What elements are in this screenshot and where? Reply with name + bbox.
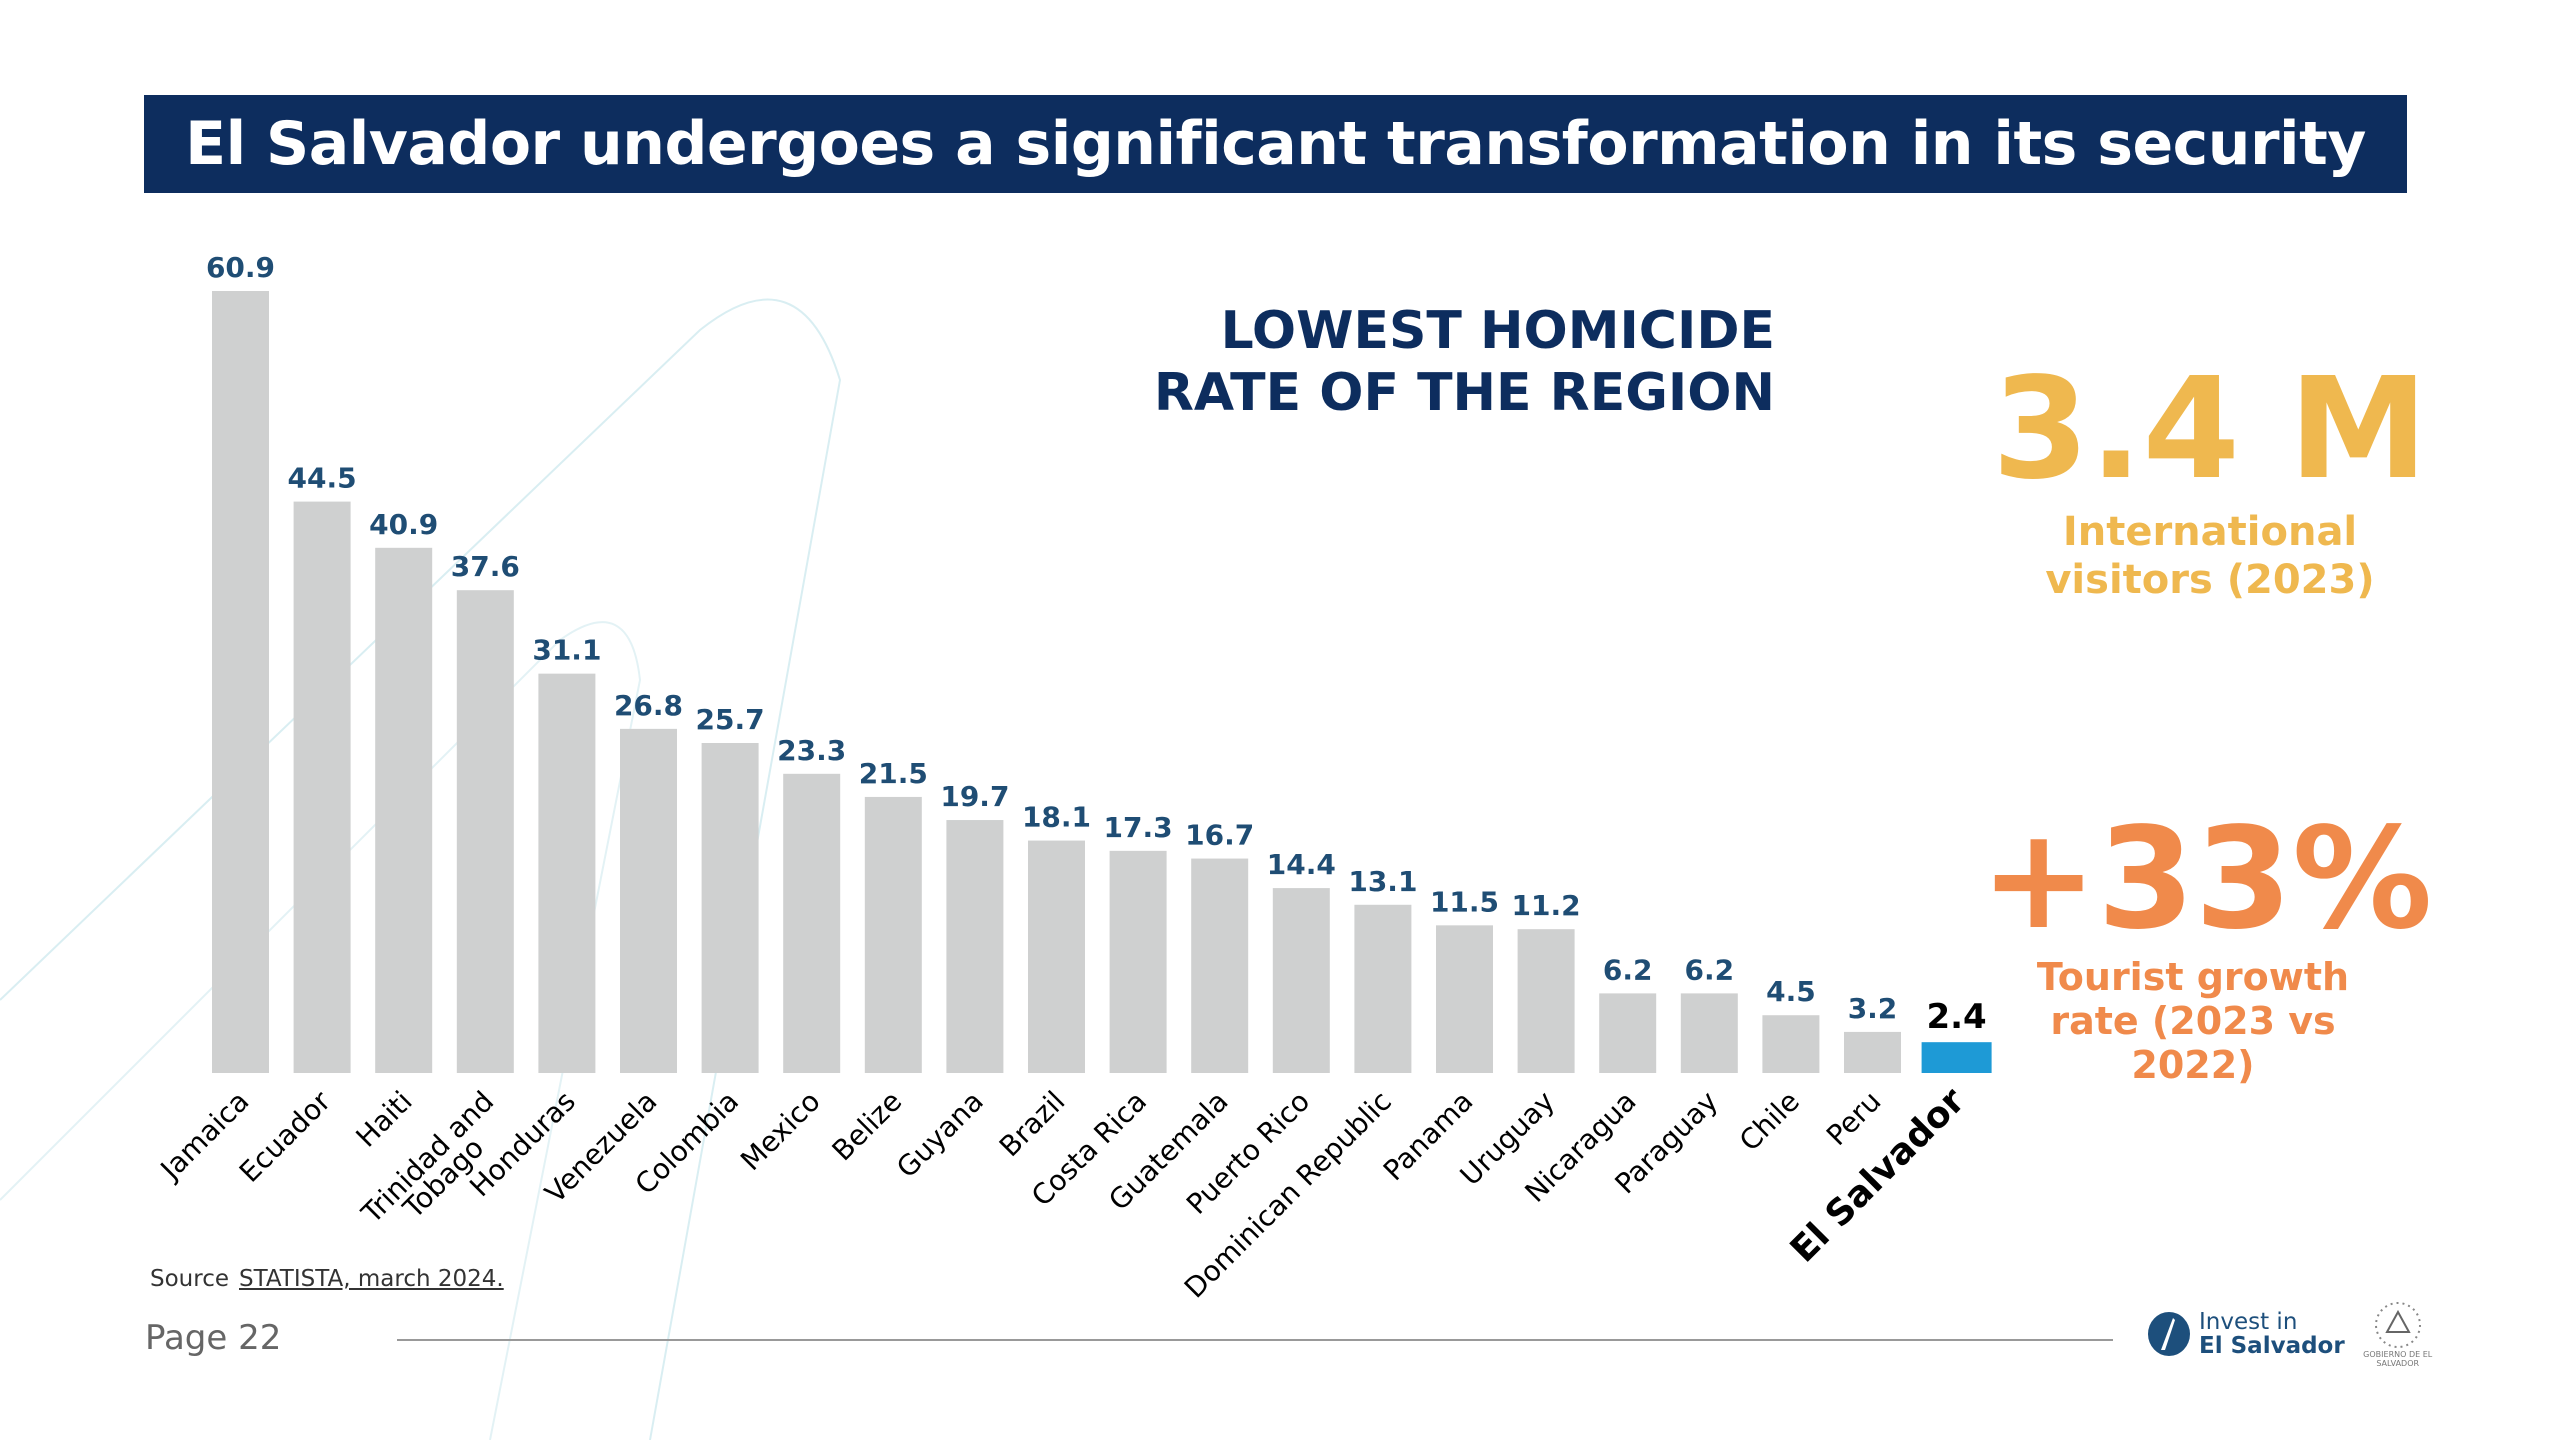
value-label: 37.6 — [451, 550, 520, 583]
bar-colombia — [701, 742, 759, 1073]
category-label: Haiti — [350, 1085, 419, 1154]
logo-line-1: Invest in — [2199, 1309, 2298, 1335]
value-label: 19.7 — [940, 780, 1009, 813]
bar-costa-rica — [1109, 850, 1167, 1073]
bar-uruguay — [1517, 929, 1575, 1073]
value-label: 6.2 — [1603, 953, 1653, 986]
visitors-stat-value: 3.4 M — [1991, 348, 2429, 511]
caption-line: International — [2062, 509, 2358, 555]
page-number: Page 22 — [145, 1318, 282, 1358]
source-label: Source — [150, 1266, 229, 1292]
bar-belize — [864, 796, 922, 1073]
growth-stat-caption: Tourist growth rate (2023 vs 2022) — [1973, 955, 2413, 1087]
value-label: 4.5 — [1766, 975, 1816, 1008]
caption-line: rate (2023 vs — [2050, 999, 2336, 1043]
bar-brazil — [1028, 840, 1085, 1073]
bar-nicaragua — [1599, 993, 1657, 1073]
value-label: 25.7 — [696, 703, 765, 736]
bar-paraguay — [1680, 993, 1738, 1073]
bar-el-salvador — [1921, 1042, 1992, 1073]
headline-line-1: LOWEST HOMICIDE — [1220, 301, 1775, 361]
footer-divider — [397, 1339, 2113, 1341]
bar-honduras — [538, 673, 596, 1073]
visitors-stat-caption: International visitors (2023) — [1990, 508, 2430, 604]
title-banner: El Salvador undergoes a significant tran… — [144, 95, 2407, 193]
value-label: 60.9 — [206, 251, 275, 284]
value-label: 18.1 — [1022, 801, 1091, 834]
category-label: Peru — [1820, 1085, 1887, 1152]
bar-mexico — [783, 773, 841, 1073]
bar-guyana — [946, 820, 1004, 1073]
value-label: 23.3 — [777, 734, 846, 767]
category-label: Ecuador — [233, 1084, 338, 1189]
value-label: 40.9 — [369, 508, 438, 541]
value-label: 2.4 — [1926, 997, 1986, 1037]
value-label: 13.1 — [1348, 865, 1417, 898]
value-label: 31.1 — [532, 634, 601, 667]
caption-line: Tourist growth — [2036, 955, 2350, 999]
bar-puerto-rico — [1272, 888, 1330, 1073]
value-label: 21.5 — [859, 757, 928, 790]
value-label: 6.2 — [1684, 953, 1734, 986]
caption-line: 2022) — [2131, 1043, 2255, 1087]
chart-headline: LOWEST HOMICIDE RATE OF THE REGION — [1154, 300, 1775, 424]
value-label: 44.5 — [288, 462, 357, 495]
source-link[interactable]: STATISTA, march 2024. — [239, 1266, 504, 1292]
seal-text: GOBIERNO DE EL SALVADOR — [2363, 1350, 2433, 1368]
government-seal-icon — [2374, 1302, 2421, 1348]
value-label: 14.4 — [1267, 848, 1336, 881]
value-label: 26.8 — [614, 689, 683, 722]
category-label: Guyana — [890, 1085, 990, 1185]
bar-venezuela — [620, 728, 677, 1073]
logo-line-2: El Salvador — [2199, 1333, 2345, 1359]
value-label: 11.5 — [1430, 885, 1499, 918]
invest-logo-icon — [2148, 1312, 2190, 1356]
page-title: El Salvador undergoes a significant tran… — [185, 109, 2366, 179]
category-label: Brazil — [993, 1085, 1072, 1164]
bar-jamaica — [212, 291, 269, 1073]
bar-dominican-republic — [1354, 904, 1412, 1073]
invest-in-el-salvador-logo: Invest in El Salvador GOBIERNO DE EL SALV… — [2147, 1300, 2433, 1368]
source-note: Source STATISTA, march 2024. — [150, 1266, 504, 1292]
caption-line: visitors (2023) — [2045, 557, 2375, 603]
value-label: 17.3 — [1104, 811, 1173, 844]
value-label: 11.2 — [1512, 889, 1581, 922]
headline-line-2: RATE OF THE REGION — [1153, 363, 1775, 423]
bar-panama — [1436, 925, 1493, 1073]
bar-haiti — [375, 547, 433, 1073]
value-label: 3.2 — [1848, 992, 1898, 1025]
category-label: Mexico — [734, 1085, 826, 1177]
value-label: 16.7 — [1185, 819, 1254, 852]
category-label: Chile — [1733, 1085, 1806, 1158]
bar-ecuador — [293, 501, 351, 1073]
growth-stat-value: +33% — [1980, 798, 2433, 961]
bar-chile — [1762, 1015, 1820, 1073]
bar-guatemala — [1191, 858, 1249, 1073]
bar-trinidad-and-tobago — [456, 590, 514, 1073]
bar-peru — [1844, 1031, 1901, 1073]
